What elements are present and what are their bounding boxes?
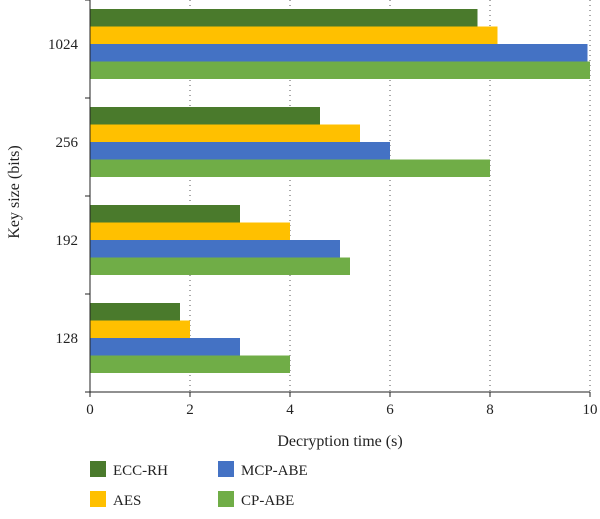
bar-cp-abe-256 <box>90 159 490 177</box>
legend-label-ecc-rh: ECC-RH <box>113 463 168 479</box>
legend-label-cp-abe: CP-ABE <box>241 493 294 509</box>
legend-swatch-ecc-rh <box>90 461 106 477</box>
bar-aes-1024 <box>90 26 498 44</box>
bar-aes-128 <box>90 320 190 338</box>
x-tick-label-3: 6 <box>386 402 394 418</box>
x-tick-label-4: 8 <box>486 402 494 418</box>
legend-swatch-mcp-abe <box>218 461 234 477</box>
x-tick-label-2: 4 <box>286 402 294 418</box>
y-tick-label-128: 128 <box>56 331 79 347</box>
legend-swatch-aes <box>90 491 106 507</box>
y-ticks: 128 192 256 1024 <box>48 0 90 393</box>
bar-cp-abe-192 <box>90 257 350 275</box>
legend-label-aes: AES <box>113 493 141 509</box>
x-tick-label-0: 0 <box>86 402 94 418</box>
bars <box>90 9 590 373</box>
bar-mcp-abe-192 <box>90 240 340 258</box>
legend: ECC-RH AES MCP-ABE CP-ABE <box>90 461 308 509</box>
bar-ecc-rh-256 <box>90 107 320 125</box>
bar-ecc-rh-128 <box>90 303 180 321</box>
x-axis-title: Decryption time (s) <box>277 433 402 450</box>
x-tick-label-5: 10 <box>583 402 598 418</box>
bar-mcp-abe-256 <box>90 142 390 160</box>
y-axis-title: Key size (bits) <box>6 145 23 238</box>
bar-cp-abe-1024 <box>90 61 590 79</box>
y-tick-label-1024: 1024 <box>48 37 79 53</box>
bar-ecc-rh-1024 <box>90 9 478 27</box>
x-tick-label-1: 2 <box>186 402 194 418</box>
bar-ecc-rh-192 <box>90 205 240 223</box>
bar-cp-abe-128 <box>90 355 290 373</box>
legend-label-mcp-abe: MCP-ABE <box>241 463 308 479</box>
bar-aes-192 <box>90 222 290 240</box>
legend-swatch-cp-abe <box>218 491 234 507</box>
x-ticks: 0 2 4 6 8 10 <box>86 392 598 418</box>
bar-mcp-abe-128 <box>90 338 240 356</box>
bar-mcp-abe-1024 <box>90 44 588 62</box>
y-tick-label-192: 192 <box>56 233 79 249</box>
bar-aes-256 <box>90 124 360 142</box>
y-tick-label-256: 256 <box>56 135 79 151</box>
